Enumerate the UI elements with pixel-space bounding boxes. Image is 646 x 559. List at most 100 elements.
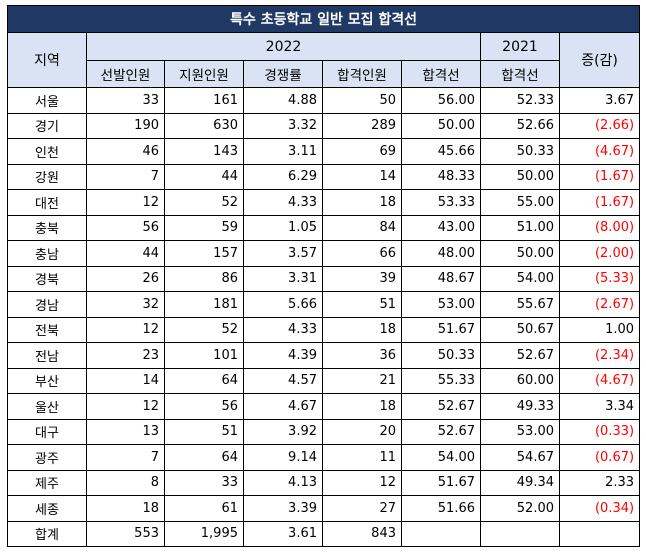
header-year-2022[interactable]: 2022	[86, 32, 481, 61]
cell-cutoff-2021[interactable]: 49.34	[480, 469, 560, 496]
cell-applied[interactable]: 59	[164, 214, 244, 241]
cell-selected[interactable]: 46	[86, 138, 165, 165]
cell-ratio[interactable]: 4.67	[243, 393, 323, 420]
cell-change[interactable]: 3.34	[558, 393, 641, 420]
cell-region[interactable]: 충북	[7, 214, 87, 241]
cell-passed[interactable]: 66	[322, 240, 402, 267]
cell-change[interactable]	[558, 520, 641, 547]
cell-passed[interactable]: 14	[322, 163, 402, 190]
cell-applied[interactable]: 56	[164, 393, 244, 420]
cell-passed[interactable]: 289	[322, 112, 402, 139]
cell-region[interactable]: 인천	[7, 138, 87, 165]
cell-applied[interactable]: 101	[164, 342, 244, 369]
cell-applied[interactable]: 1,995	[164, 520, 244, 547]
cell-selected[interactable]: 44	[86, 240, 165, 267]
cell-ratio[interactable]: 4.57	[243, 367, 323, 394]
cell-applied[interactable]: 64	[164, 444, 244, 471]
cell-change[interactable]: (0.33)	[558, 418, 641, 445]
cell-change[interactable]: (2.34)	[558, 342, 641, 369]
cell-passed[interactable]: 27	[322, 495, 402, 522]
cell-region[interactable]: 합계	[7, 520, 87, 547]
cell-ratio[interactable]: 3.11	[243, 138, 323, 165]
cell-change[interactable]: (1.67)	[558, 163, 641, 190]
header-cutoff-2022[interactable]: 합격선	[401, 60, 481, 88]
cell-passed[interactable]: 39	[322, 265, 402, 292]
cell-passed[interactable]: 20	[322, 418, 402, 445]
cell-change[interactable]: (5.33)	[558, 265, 641, 292]
cell-selected[interactable]: 56	[86, 214, 165, 241]
cell-cutoff-2021[interactable]	[480, 520, 560, 547]
cell-region[interactable]: 대구	[7, 418, 87, 445]
cell-passed[interactable]: 36	[322, 342, 402, 369]
cell-applied[interactable]: 143	[164, 138, 244, 165]
cell-cutoff-2022[interactable]: 53.00	[401, 291, 481, 318]
cell-cutoff-2022[interactable]	[401, 520, 481, 547]
cell-passed[interactable]: 50	[322, 87, 402, 114]
cell-applied[interactable]: 86	[164, 265, 244, 292]
cell-selected[interactable]: 8	[86, 469, 165, 496]
cell-cutoff-2021[interactable]: 50.00	[480, 163, 560, 190]
header-passed[interactable]: 합격인원	[322, 60, 402, 88]
cell-region[interactable]: 경기	[7, 112, 87, 139]
cell-region[interactable]: 세종	[7, 495, 87, 522]
cell-change[interactable]: 1.00	[558, 316, 641, 343]
cell-cutoff-2021[interactable]: 54.00	[480, 265, 560, 292]
cell-region[interactable]: 서울	[7, 87, 87, 114]
cell-passed[interactable]: 84	[322, 214, 402, 241]
cell-change[interactable]: 2.33	[558, 469, 641, 496]
cell-passed[interactable]: 69	[322, 138, 402, 165]
cell-region[interactable]: 강원	[7, 163, 87, 190]
cell-change[interactable]: (8.00)	[558, 214, 641, 241]
cell-cutoff-2022[interactable]: 43.00	[401, 214, 481, 241]
cell-change[interactable]: (4.67)	[558, 138, 641, 165]
header-change[interactable]: 증(감)	[558, 32, 641, 88]
cell-applied[interactable]: 161	[164, 87, 244, 114]
cell-cutoff-2022[interactable]: 54.00	[401, 444, 481, 471]
cell-cutoff-2021[interactable]: 52.66	[480, 112, 560, 139]
cell-selected[interactable]: 18	[86, 495, 165, 522]
cell-cutoff-2022[interactable]: 51.67	[401, 469, 481, 496]
cell-selected[interactable]: 32	[86, 291, 165, 318]
cell-cutoff-2022[interactable]: 55.33	[401, 367, 481, 394]
cell-applied[interactable]: 61	[164, 495, 244, 522]
cell-cutoff-2021[interactable]: 52.67	[480, 342, 560, 369]
cell-passed[interactable]: 18	[322, 189, 402, 216]
cell-cutoff-2021[interactable]: 53.00	[480, 418, 560, 445]
cell-cutoff-2022[interactable]: 48.33	[401, 163, 481, 190]
cell-ratio[interactable]: 3.61	[243, 520, 323, 547]
cell-ratio[interactable]: 9.14	[243, 444, 323, 471]
cell-region[interactable]: 광주	[7, 444, 87, 471]
cell-applied[interactable]: 44	[164, 163, 244, 190]
cell-change[interactable]: (1.67)	[558, 189, 641, 216]
cell-selected[interactable]: 26	[86, 265, 165, 292]
cell-cutoff-2022[interactable]: 48.00	[401, 240, 481, 267]
cell-ratio[interactable]: 3.57	[243, 240, 323, 267]
cell-cutoff-2021[interactable]: 50.33	[480, 138, 560, 165]
cell-selected[interactable]: 190	[86, 112, 165, 139]
header-ratio[interactable]: 경쟁률	[243, 60, 323, 88]
cell-passed[interactable]: 12	[322, 469, 402, 496]
cell-applied[interactable]: 33	[164, 469, 244, 496]
cell-passed[interactable]: 843	[322, 520, 402, 547]
cell-change[interactable]: (2.66)	[558, 112, 641, 139]
cell-cutoff-2022[interactable]: 48.67	[401, 265, 481, 292]
cell-ratio[interactable]: 3.32	[243, 112, 323, 139]
cell-applied[interactable]: 64	[164, 367, 244, 394]
cell-cutoff-2022[interactable]: 51.66	[401, 495, 481, 522]
cell-cutoff-2021[interactable]: 52.00	[480, 495, 560, 522]
cell-ratio[interactable]: 4.33	[243, 189, 323, 216]
cell-selected[interactable]: 33	[86, 87, 165, 114]
cell-ratio[interactable]: 4.88	[243, 87, 323, 114]
cell-ratio[interactable]: 4.33	[243, 316, 323, 343]
cell-cutoff-2021[interactable]: 50.00	[480, 240, 560, 267]
cell-applied[interactable]: 630	[164, 112, 244, 139]
cell-selected[interactable]: 12	[86, 393, 165, 420]
cell-ratio[interactable]: 3.39	[243, 495, 323, 522]
cell-selected[interactable]: 23	[86, 342, 165, 369]
cell-passed[interactable]: 51	[322, 291, 402, 318]
cell-applied[interactable]: 181	[164, 291, 244, 318]
header-region[interactable]: 지역	[7, 32, 87, 88]
cell-selected[interactable]: 12	[86, 189, 165, 216]
cell-ratio[interactable]: 3.31	[243, 265, 323, 292]
cell-cutoff-2021[interactable]: 54.67	[480, 444, 560, 471]
